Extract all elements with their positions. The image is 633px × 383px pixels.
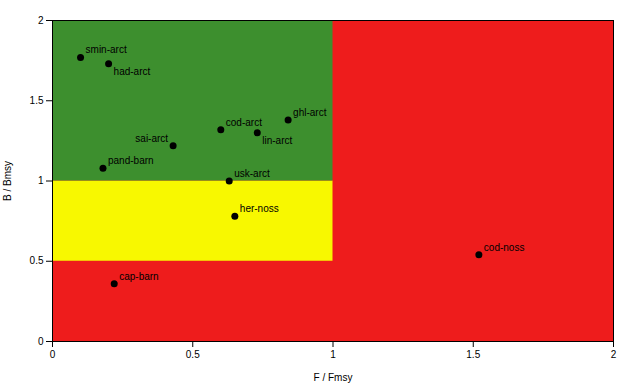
svg-text:cod-arct: cod-arct [226, 117, 262, 128]
svg-text:cap-barn: cap-barn [119, 271, 158, 282]
svg-text:1.5: 1.5 [466, 349, 480, 360]
svg-text:smin-arct: smin-arct [86, 44, 127, 55]
svg-text:0: 0 [50, 349, 56, 360]
svg-text:1: 1 [330, 349, 336, 360]
svg-text:ghl-arct: ghl-arct [293, 107, 327, 118]
svg-text:usk-arct: usk-arct [234, 168, 270, 179]
svg-text:had-arct: had-arct [114, 66, 151, 77]
svg-text:0.5: 0.5 [186, 349, 200, 360]
svg-text:1: 1 [38, 175, 44, 186]
svg-text:B / Bmsy: B / Bmsy [2, 161, 13, 201]
svg-text:2: 2 [611, 349, 617, 360]
svg-text:0: 0 [38, 336, 44, 347]
svg-text:her-noss: her-noss [240, 203, 279, 214]
svg-text:pand-barn: pand-barn [108, 155, 154, 166]
svg-text:cod-noss: cod-noss [484, 242, 525, 253]
svg-text:lin-arct: lin-arct [262, 135, 292, 146]
svg-text:0.5: 0.5 [30, 255, 44, 266]
svg-text:sai-arct: sai-arct [135, 133, 168, 144]
svg-text:1.5: 1.5 [30, 95, 44, 106]
svg-text:F / Fmsy: F / Fmsy [314, 372, 353, 383]
svg-text:2: 2 [38, 15, 44, 26]
